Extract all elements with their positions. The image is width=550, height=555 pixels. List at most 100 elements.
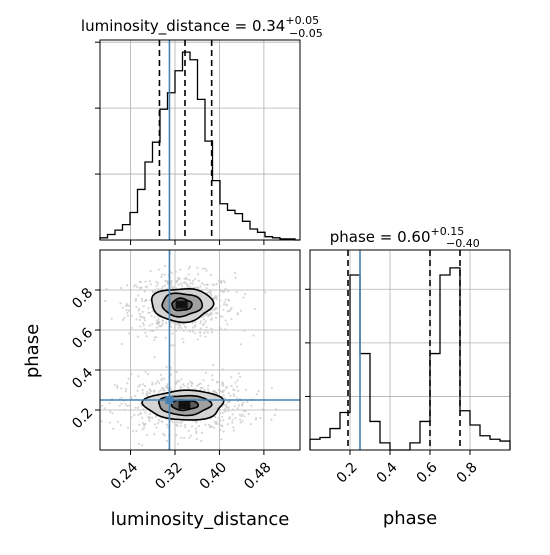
sample-point xyxy=(180,436,183,439)
sample-point xyxy=(105,287,108,290)
sample-point xyxy=(179,424,182,427)
sample-point xyxy=(210,425,213,428)
sample-point xyxy=(225,386,228,389)
sample-point xyxy=(224,287,227,290)
x-tick-label: 0.24 xyxy=(108,459,141,492)
sample-point xyxy=(124,390,127,393)
sample-point xyxy=(199,334,202,337)
sample-point xyxy=(151,323,154,326)
sample-point xyxy=(205,287,208,290)
sample-point xyxy=(204,335,207,338)
sample-point xyxy=(233,272,237,275)
sample-point xyxy=(175,423,178,426)
sample-point xyxy=(229,308,232,311)
sample-point xyxy=(138,286,142,290)
sample-point xyxy=(161,285,164,288)
sample-point xyxy=(187,273,190,276)
sample-point xyxy=(214,316,218,319)
sample-point xyxy=(151,383,154,386)
sample-point xyxy=(232,429,235,432)
sample-point xyxy=(141,392,144,395)
sample-point xyxy=(181,337,184,340)
sample-point xyxy=(240,415,243,418)
sample-point xyxy=(201,288,204,292)
sample-point xyxy=(161,420,164,423)
phase-tick-labels: 0.2 0.4 0.6 0.8 xyxy=(69,285,96,432)
sample-point xyxy=(159,389,162,392)
x-tick-label: 0.48 xyxy=(241,459,274,492)
sample-point xyxy=(199,382,202,385)
sample-point xyxy=(139,325,142,328)
sample-point xyxy=(211,283,214,286)
sample-point xyxy=(219,288,222,292)
sample-point xyxy=(191,321,194,324)
sample-point xyxy=(210,273,213,276)
sample-point xyxy=(133,413,136,417)
sample-point xyxy=(156,282,159,285)
sample-point xyxy=(227,290,230,293)
sample-point xyxy=(227,392,230,395)
sample-point xyxy=(270,387,273,390)
sample-point xyxy=(153,339,156,342)
sample-point xyxy=(212,309,215,312)
sample-point xyxy=(211,374,214,377)
sample-point xyxy=(127,377,130,380)
sample-point xyxy=(138,281,141,284)
luminosity-distance-title: luminosity_distance = 0.34+0.05 xyxy=(81,14,319,36)
sample-point xyxy=(160,275,163,279)
sample-point xyxy=(194,388,197,391)
sample-point xyxy=(218,304,222,307)
sample-point xyxy=(157,422,160,425)
sample-point xyxy=(208,290,211,293)
sample-point xyxy=(174,323,177,327)
sample-point xyxy=(218,422,221,425)
sample-point xyxy=(177,276,180,279)
sample-point xyxy=(183,384,186,387)
sample-point xyxy=(221,368,224,371)
joint-posterior-panel: 0.24 0.32 0.40 0.48 0.2 0.4 0.6 0.8 luminosity… xyxy=(22,249,301,530)
sample-point xyxy=(237,372,240,375)
sample-point xyxy=(174,270,177,273)
sample-point xyxy=(234,417,237,420)
sample-point xyxy=(241,420,244,423)
sample-point xyxy=(148,324,151,327)
sample-point xyxy=(120,387,123,390)
sample-point xyxy=(197,383,200,386)
sample-point xyxy=(175,382,178,385)
sample-point xyxy=(215,422,218,425)
sample-point xyxy=(205,283,208,286)
sample-point xyxy=(178,380,181,383)
sample-point xyxy=(166,282,169,285)
sample-point xyxy=(239,421,242,424)
sample-point xyxy=(169,419,172,422)
sample-point xyxy=(217,279,221,282)
sample-point xyxy=(225,405,228,408)
sample-point xyxy=(259,416,262,420)
sample-point xyxy=(175,370,178,373)
sample-point xyxy=(153,433,156,436)
sample-point xyxy=(199,386,202,389)
luminosity-distance-title-lower-error: −0.05 xyxy=(289,27,323,40)
sample-point xyxy=(155,426,158,429)
phase-quantile-lines xyxy=(347,250,461,450)
sample-point xyxy=(186,385,189,388)
luminosity-distance-tick-labels: 0.24 0.32 0.40 0.48 xyxy=(108,459,275,492)
sample-point xyxy=(222,303,226,306)
sample-point xyxy=(203,331,206,334)
sample-point xyxy=(238,413,241,416)
y-tick-label: 0.2 xyxy=(69,405,96,432)
sample-point xyxy=(155,321,158,325)
sample-point xyxy=(244,410,247,413)
sample-point xyxy=(231,408,234,411)
sample-point xyxy=(191,280,194,283)
sample-point xyxy=(210,311,213,314)
sample-point xyxy=(196,384,199,387)
sample-point xyxy=(222,279,225,282)
y-tick-label: 0.8 xyxy=(69,285,96,312)
sample-point xyxy=(153,336,156,339)
sample-point xyxy=(145,335,148,338)
sample-point xyxy=(149,298,152,302)
sample-point xyxy=(164,336,167,339)
sample-point xyxy=(197,279,200,282)
sample-point xyxy=(157,318,160,321)
